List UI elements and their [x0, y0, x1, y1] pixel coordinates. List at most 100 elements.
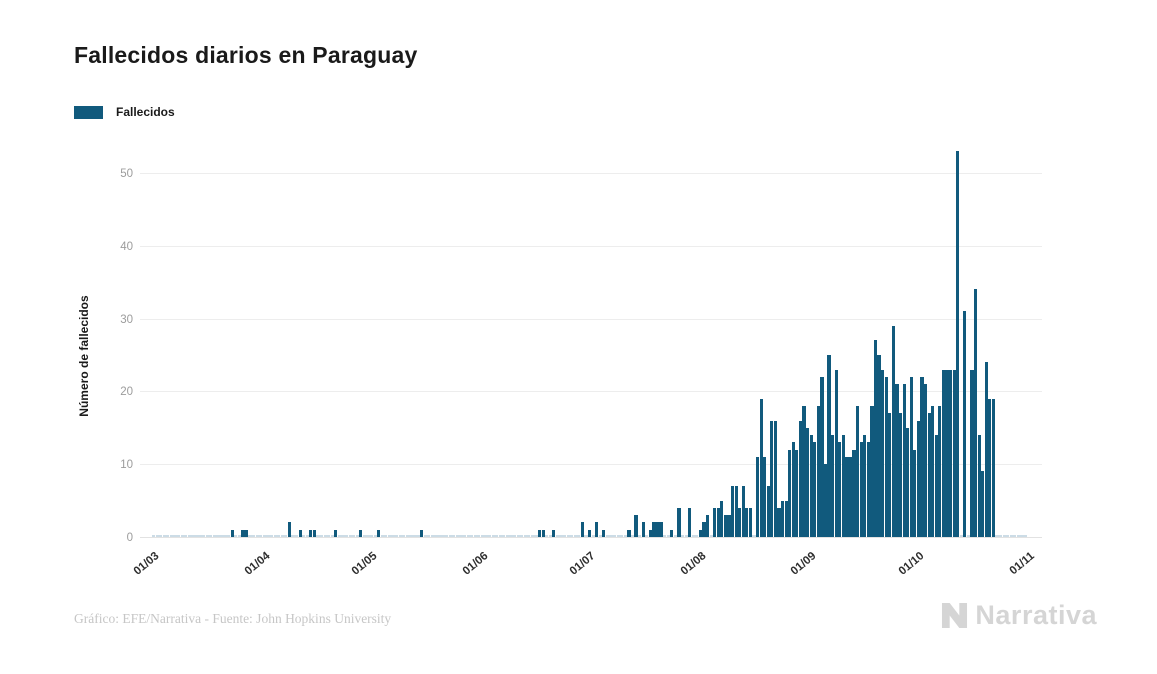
zero-day-mark: [673, 535, 677, 537]
bar: [781, 500, 785, 537]
zero-day-mark: [1013, 535, 1017, 537]
zero-day-mark: [227, 535, 231, 537]
gridline-y-30: [140, 318, 1042, 320]
zero-day-mark: [523, 535, 527, 537]
zero-day-mark: [187, 535, 191, 537]
brand-logo: Narrativa: [941, 600, 1097, 631]
zero-day-mark: [959, 535, 963, 537]
zero-day-mark: [462, 535, 467, 537]
zero-day-mark: [248, 535, 252, 537]
zero-day-mark: [387, 535, 392, 537]
bar: [541, 529, 545, 537]
zero-day-mark: [684, 535, 688, 537]
zero-day-mark: [395, 535, 399, 537]
bar: [552, 529, 556, 537]
bar: [916, 420, 920, 537]
bar: [580, 522, 585, 537]
bar: [809, 435, 813, 537]
zero-day-mark: [559, 535, 563, 537]
zero-day-mark: [663, 535, 667, 537]
zero-day-mark: [1020, 535, 1024, 537]
bar: [845, 456, 849, 537]
zero-day-mark: [348, 535, 352, 537]
bar: [359, 529, 363, 537]
bar: [655, 522, 660, 537]
zero-day-mark: [534, 535, 538, 537]
bar: [981, 471, 985, 537]
x-axis-line: [140, 537, 1042, 538]
zero-day-mark: [191, 535, 195, 537]
bar: [831, 435, 835, 537]
bar: [923, 384, 928, 537]
zero-day-mark: [452, 535, 456, 537]
zero-day-mark: [344, 535, 349, 537]
bar: [244, 529, 249, 537]
bar: [948, 369, 953, 537]
zero-day-mark: [530, 535, 535, 537]
zero-day-mark: [498, 535, 502, 537]
bar: [713, 507, 717, 537]
bar: [648, 529, 652, 537]
zero-day-mark: [173, 535, 177, 537]
zero-day-mark: [459, 535, 463, 537]
zero-day-mark: [216, 535, 220, 537]
zero-day-mark: [509, 535, 513, 537]
zero-day-mark: [437, 535, 442, 537]
bar: [834, 369, 838, 537]
zero-day-mark: [505, 535, 509, 537]
bar: [705, 515, 710, 537]
bar: [931, 405, 935, 537]
zero-day-mark: [477, 535, 481, 537]
zero-day-mark: [380, 535, 384, 537]
bar: [984, 362, 988, 537]
x-tick-01-03: 01/03: [131, 550, 162, 578]
zero-day-mark: [202, 535, 206, 537]
zero-day-mark: [305, 535, 309, 537]
zero-day-mark: [491, 535, 495, 537]
zero-day-mark: [752, 535, 756, 537]
bar: [945, 369, 949, 537]
zero-day-mark: [169, 535, 174, 537]
zero-day-mark: [373, 535, 377, 537]
x-tick-01-08: 01/08: [678, 550, 709, 578]
zero-day-mark: [430, 535, 434, 537]
zero-day-mark: [391, 535, 395, 537]
bar: [920, 376, 924, 537]
bar: [827, 355, 831, 537]
page-title: Fallecidos diarios en Paraguay: [74, 42, 418, 68]
bar: [988, 398, 992, 537]
zero-day-mark: [680, 535, 685, 537]
x-tick-01-05: 01/05: [349, 550, 380, 578]
bar: [977, 435, 981, 537]
y-tick-0: 0: [126, 532, 133, 544]
bar: [730, 486, 735, 537]
source-credit: Gráfico: EFE/Narrativa - Fuente: John Ho…: [74, 611, 392, 626]
zero-day-mark: [291, 535, 295, 537]
zero-day-mark: [266, 535, 270, 537]
bar: [806, 427, 810, 537]
zero-day-mark: [999, 535, 1003, 537]
zero-day-mark: [609, 535, 613, 537]
plot-area: [140, 140, 1042, 538]
bar: [991, 398, 996, 537]
x-tick-01-07: 01/07: [567, 550, 598, 578]
zero-day-mark: [695, 535, 699, 537]
x-tick-01-06: 01/06: [460, 550, 491, 578]
bar: [763, 456, 767, 537]
bar: [759, 398, 763, 537]
gridline-y-40: [140, 245, 1042, 247]
zero-day-mark: [1009, 535, 1013, 537]
zero-day-mark: [252, 535, 256, 537]
zero-day-mark: [427, 535, 431, 537]
zero-day-mark: [623, 535, 627, 537]
zero-day-mark: [434, 535, 438, 537]
bar: [230, 529, 234, 537]
bar: [702, 522, 706, 537]
gridline-y-50: [140, 173, 1042, 174]
zero-day-mark: [470, 535, 474, 537]
zero-day-mark: [966, 535, 971, 537]
bar: [934, 435, 938, 537]
bar: [670, 529, 674, 537]
zero-day-mark: [455, 535, 459, 537]
zero-day-mark: [487, 535, 492, 537]
